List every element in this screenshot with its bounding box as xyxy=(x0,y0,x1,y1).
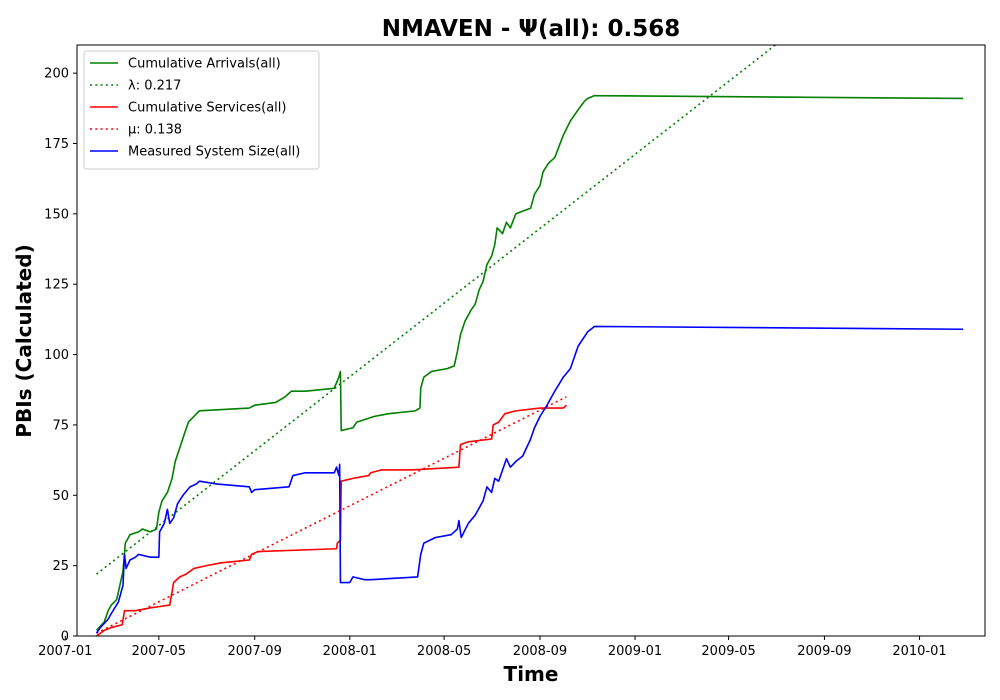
x-tick-label: 2009-05 xyxy=(701,644,755,659)
series-line-cumulative-services-all xyxy=(96,404,567,636)
legend: Cumulative Arrivals(all) λ: 0.217 Cumulati… xyxy=(83,50,320,170)
y-tick-label: 100 xyxy=(44,348,69,363)
y-tick-label: 175 xyxy=(44,137,69,152)
y-tick-label: 200 xyxy=(44,67,69,82)
x-tick-label: 2009-01 xyxy=(608,644,662,659)
plot-series-group xyxy=(95,45,964,636)
x-tick-label: 2007-01 xyxy=(38,644,92,659)
series-line-cumulative-arrivals-all xyxy=(95,94,964,631)
plot-frame xyxy=(76,44,986,637)
y-tick-label: 150 xyxy=(44,207,69,222)
legend-label: μ: 0.138 xyxy=(128,123,182,138)
legend-label: Cumulative Arrivals(all) xyxy=(128,57,281,72)
axes-group: 2007-01 2007-05 2007-09 2008-01 2008-05 2008-… xyxy=(38,44,986,659)
x-tick-label: 2008-05 xyxy=(417,644,471,659)
x-tick-label: 2009-09 xyxy=(797,644,851,659)
y-tick-label: 25 xyxy=(52,559,69,574)
series-line-0-217 xyxy=(95,45,776,575)
y-tick-label: 0 xyxy=(61,630,69,645)
series-line-measured-system-size-all xyxy=(95,325,964,634)
x-tick-label: 2007-09 xyxy=(228,644,282,659)
chart-title: NMAVEN - Ψ(all): 0.568 xyxy=(382,16,681,42)
y-tick-label: 125 xyxy=(44,278,69,293)
x-axis-label: Time xyxy=(504,662,559,686)
legend-label: Measured System Size(all) xyxy=(128,145,300,160)
legend-label: Cumulative Services(all) xyxy=(128,101,286,116)
y-axis-label: PBIs (Calculated) xyxy=(12,244,36,437)
x-tick-label: 2010-01 xyxy=(892,644,946,659)
legend-box xyxy=(83,50,320,170)
y-tick-label: 75 xyxy=(52,418,69,433)
x-tick-label: 2008-09 xyxy=(513,644,567,659)
y-tick-label: 50 xyxy=(52,489,69,504)
x-tick-label: 2007-05 xyxy=(132,644,186,659)
x-tick-label: 2008-01 xyxy=(323,644,377,659)
legend-label: λ: 0.217 xyxy=(128,79,181,94)
